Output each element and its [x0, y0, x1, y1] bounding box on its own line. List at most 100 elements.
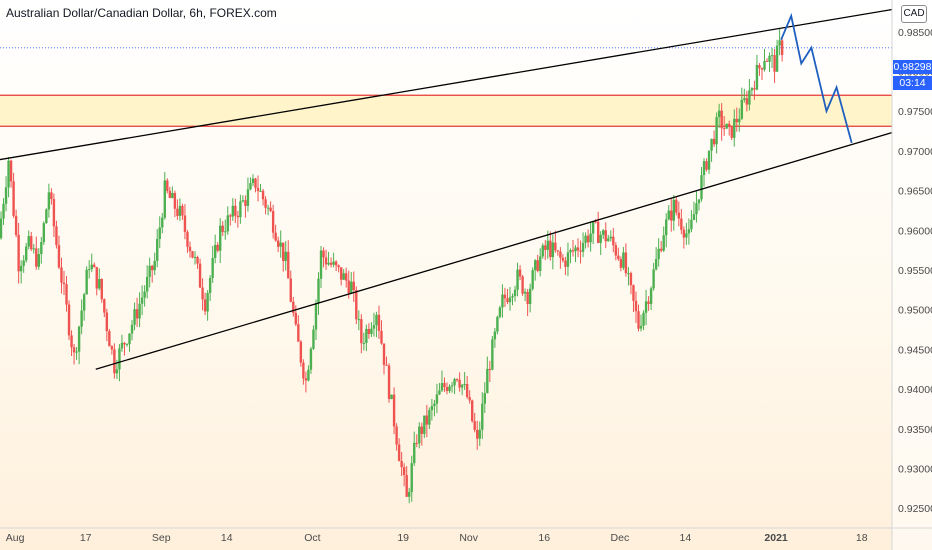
candle-body-143: [360, 319, 363, 344]
candle-body-232: [584, 235, 587, 243]
upper-trendline: [0, 8, 893, 161]
candle-body-156: [392, 394, 396, 427]
candle-body-114: [287, 251, 290, 279]
candle-body-213: [536, 260, 539, 271]
candle-body-260: [654, 259, 658, 270]
candle-body-46: [115, 369, 119, 374]
candle-body-67: [168, 190, 172, 198]
candle-body-129: [324, 257, 328, 265]
candle-body-40: [100, 279, 103, 300]
candle-body-48: [120, 342, 124, 349]
candle-body-300: [755, 65, 759, 90]
candle-body-92: [231, 205, 235, 217]
candle-body-141: [355, 290, 358, 320]
candle-body-6: [14, 215, 18, 235]
candle-body-0: [0, 218, 3, 239]
candle-body-210: [528, 288, 532, 305]
currency-label[interactable]: CAD: [901, 5, 927, 23]
candle-body-207: [521, 276, 524, 294]
candle-body-217: [546, 240, 549, 250]
candle-body-26: [65, 284, 68, 305]
last-price-badge: 0.98298: [893, 60, 932, 74]
candle-body-291: [733, 118, 736, 138]
candle-body-16: [40, 242, 43, 255]
candle-body-62: [156, 238, 159, 261]
candle-body-212: [533, 260, 537, 271]
candle-body-278: [700, 175, 703, 200]
candle-body-233: [586, 235, 590, 243]
candle-body-81: [203, 299, 207, 312]
candle-body-187: [470, 400, 474, 422]
candle-body-144: [362, 342, 366, 344]
candle-body-2: [4, 187, 8, 204]
candle-body-219: [551, 242, 555, 258]
candle-body-77: [193, 257, 197, 259]
candle-body-122: [307, 369, 310, 381]
candle-body-182: [458, 379, 461, 388]
candle-body-162: [408, 491, 411, 497]
y-tick-label-12: 0.92500: [898, 503, 932, 515]
candle-body-171: [430, 406, 434, 411]
candle-body-198: [498, 307, 502, 317]
x-tick-label-9: 14: [680, 532, 692, 544]
candle-body-269: [677, 212, 681, 219]
candle-body-301: [758, 65, 761, 69]
candle-body-310: [780, 40, 784, 56]
candle-body-308: [775, 45, 779, 72]
x-tick-label-5: 19: [397, 532, 409, 544]
candle-body-39: [98, 279, 101, 289]
x-tick-label-11: 18: [856, 532, 868, 544]
candle-body-115: [289, 278, 292, 302]
candle-body-136: [342, 273, 345, 280]
candle-body-271: [682, 229, 686, 238]
candle-body-59: [148, 265, 151, 277]
candle-body-96: [241, 200, 245, 202]
candle-body-65: [163, 180, 166, 218]
candle-body-274: [690, 219, 693, 230]
candle-body-209: [526, 291, 529, 305]
candle-body-286: [720, 110, 723, 129]
candle-body-64: [161, 217, 164, 228]
candle-body-53: [133, 309, 136, 325]
candle-body-70: [176, 208, 179, 216]
candle-body-289: [728, 123, 731, 126]
candle-body-3: [7, 160, 10, 188]
candle-body-72: [181, 205, 184, 216]
candle-body-127: [319, 250, 323, 279]
candle-body-237: [596, 221, 600, 243]
candle-body-61: [153, 260, 156, 271]
candle-body-117: [294, 312, 298, 325]
candle-body-183: [460, 384, 464, 388]
candle-body-281: [707, 150, 711, 170]
candle-body-149: [375, 314, 378, 326]
candle-body-153: [385, 364, 388, 366]
candle-body-113: [284, 251, 287, 261]
candle-body-241: [607, 238, 610, 242]
candle-body-204: [513, 289, 517, 297]
candle-body-78: [196, 257, 199, 264]
resistance-zone: [0, 95, 892, 127]
candle-body-93: [234, 205, 237, 216]
candle-body-264: [665, 219, 668, 236]
candle-body-214: [539, 256, 542, 271]
candle-body-243: [612, 236, 615, 246]
candle-body-17: [42, 223, 46, 243]
candle-body-282: [710, 138, 713, 151]
candle-body-41: [103, 299, 106, 313]
candle-body-36: [90, 264, 93, 270]
projection-path: [780, 12, 853, 144]
candle-body-257: [647, 301, 650, 304]
candle-body-258: [649, 288, 653, 304]
candle-body-169: [425, 415, 429, 425]
candle-body-305: [768, 55, 771, 62]
candle-body-161: [405, 475, 408, 497]
candle-body-128: [322, 250, 325, 258]
candle-body-268: [675, 199, 678, 213]
candle-body-97: [244, 200, 247, 206]
candle-body-123: [309, 348, 313, 370]
candle-body-296: [745, 98, 749, 105]
